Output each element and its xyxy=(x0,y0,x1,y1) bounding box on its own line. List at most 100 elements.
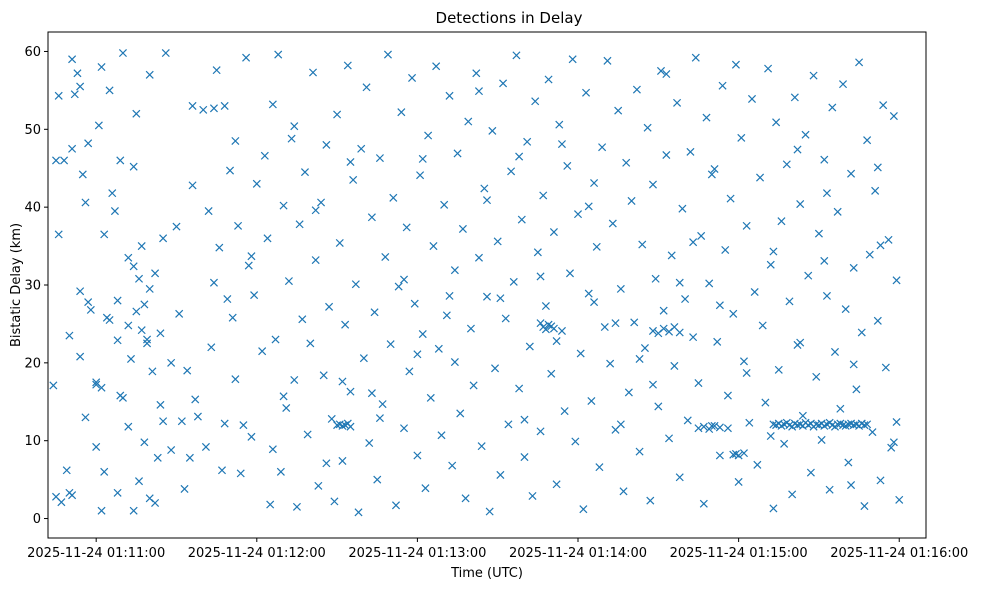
detection-point xyxy=(477,442,486,451)
detection-point xyxy=(616,284,625,293)
detection-point xyxy=(134,274,144,283)
detection-point xyxy=(110,207,119,216)
detection-point xyxy=(151,269,160,278)
detection-point xyxy=(54,91,63,100)
detection-point xyxy=(220,419,229,428)
detection-point xyxy=(346,157,355,167)
detection-point xyxy=(418,330,427,339)
detection-point xyxy=(84,139,93,148)
detection-point xyxy=(124,422,133,431)
detection-point xyxy=(167,446,176,455)
detection-point xyxy=(713,337,722,346)
detection-point xyxy=(175,309,184,318)
x-tick-label: 2025-11-24 01:14:00 xyxy=(509,546,647,561)
detection-point xyxy=(319,371,328,380)
detection-point xyxy=(215,243,224,252)
detection-point xyxy=(616,420,625,429)
detection-point xyxy=(515,152,524,161)
detection-point xyxy=(177,417,186,426)
detection-point xyxy=(292,502,301,511)
detection-point xyxy=(450,266,459,275)
detection-point xyxy=(81,198,90,207)
detection-point xyxy=(408,73,417,82)
x-tick-label: 2025-11-24 01:13:00 xyxy=(348,546,486,561)
detection-point xyxy=(772,118,781,127)
detection-point xyxy=(143,339,152,348)
detection-point xyxy=(536,319,545,328)
detection-point xyxy=(76,352,85,361)
detection-point xyxy=(686,147,695,156)
detection-point xyxy=(124,321,133,330)
detection-point xyxy=(325,302,334,311)
detection-point xyxy=(485,507,494,516)
y-axis-label: Bistatic Delay (km) xyxy=(9,223,24,347)
detection-point xyxy=(129,162,138,171)
detection-point xyxy=(367,213,376,222)
detection-point xyxy=(865,250,874,259)
detection-point xyxy=(560,407,569,416)
detection-point xyxy=(879,101,888,110)
detection-point xyxy=(341,320,350,329)
detection-point xyxy=(474,87,483,96)
detection-point xyxy=(777,217,786,226)
detection-point xyxy=(592,242,601,251)
detection-point xyxy=(555,120,564,129)
detection-point xyxy=(108,189,117,198)
detection-point xyxy=(496,470,505,479)
detection-point xyxy=(367,389,376,398)
detection-point xyxy=(466,324,475,333)
x-tick-label: 2025-11-24 01:16:00 xyxy=(830,546,968,561)
detection-point xyxy=(683,416,692,425)
detection-point xyxy=(84,298,93,307)
detection-point xyxy=(780,439,789,448)
detection-point xyxy=(847,481,856,490)
detection-point xyxy=(745,418,754,427)
detection-point xyxy=(587,396,596,406)
detection-point xyxy=(809,71,818,80)
detection-point xyxy=(322,140,331,149)
detection-point xyxy=(429,242,438,251)
detection-point xyxy=(437,431,446,440)
detection-point xyxy=(718,81,727,90)
detection-point xyxy=(383,50,392,59)
detection-point xyxy=(603,56,612,65)
detection-point xyxy=(274,50,283,59)
detection-point xyxy=(673,98,682,107)
detection-point xyxy=(881,363,890,372)
detection-point xyxy=(892,276,901,285)
detection-point xyxy=(284,277,293,286)
detection-point xyxy=(54,230,63,239)
detection-point xyxy=(338,456,347,465)
detection-point xyxy=(236,469,245,478)
detection-point xyxy=(153,453,162,462)
detection-point xyxy=(520,453,529,462)
detection-point xyxy=(317,198,326,207)
detection-point xyxy=(715,423,724,432)
detection-point xyxy=(73,69,82,78)
detection-point xyxy=(207,343,216,352)
detection-point xyxy=(552,337,561,346)
detection-point xyxy=(702,113,711,122)
detection-point xyxy=(640,344,649,353)
detection-point xyxy=(689,238,698,247)
detection-point xyxy=(662,150,671,160)
detection-point xyxy=(250,291,259,300)
detection-point xyxy=(539,191,548,200)
detection-point xyxy=(68,144,77,153)
detection-point xyxy=(517,215,526,224)
detection-point xyxy=(116,156,125,165)
detection-point xyxy=(113,336,122,345)
detection-point xyxy=(756,173,765,182)
detection-point xyxy=(209,104,218,113)
detection-point xyxy=(504,420,513,429)
detection-point xyxy=(298,315,307,324)
x-tick-label: 2025-11-24 01:11:00 xyxy=(27,546,165,561)
detection-point xyxy=(820,155,829,164)
detection-point xyxy=(710,421,719,430)
detection-point xyxy=(721,245,730,254)
detection-point xyxy=(65,331,74,340)
detection-point xyxy=(723,391,732,400)
detection-point xyxy=(849,360,858,369)
detection-point xyxy=(557,140,566,149)
